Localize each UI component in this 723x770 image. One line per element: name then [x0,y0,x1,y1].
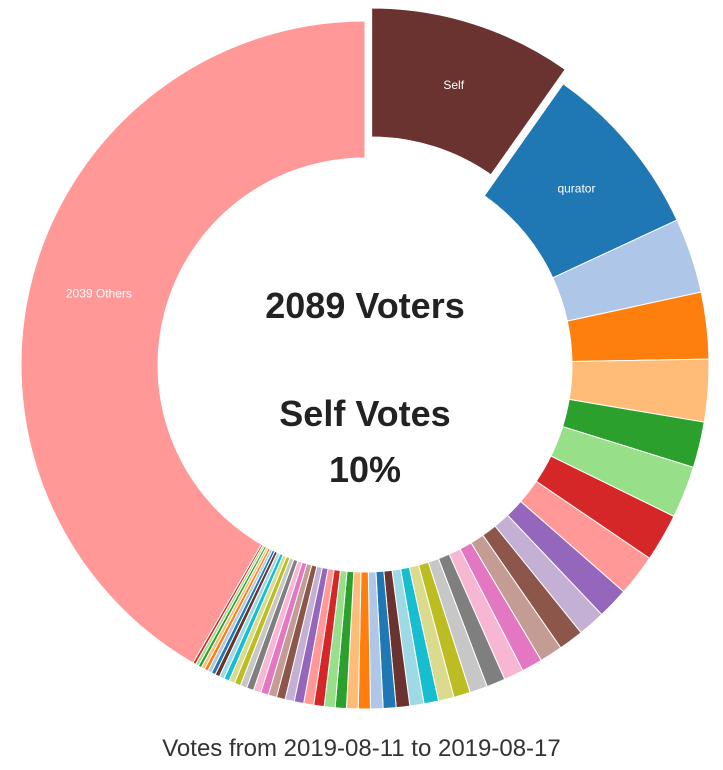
slice-2039-others[interactable] [20,20,366,664]
slice-label-self: Self [443,78,464,92]
slice-label-qurator: qurator [557,181,595,195]
donut-slices [20,7,710,710]
voters-count-text: 2089 Voters [265,285,464,326]
slice-label-2039-others: 2039 Others [66,287,132,301]
slice-labels: Self qurator 2039 Others [66,78,596,300]
self-votes-percent: 10% [329,449,401,490]
date-range-caption: Votes from 2019-08-11 to 2019-08-17 [162,735,561,762]
self-votes-label: Self Votes [279,393,450,434]
slice-self[interactable] [371,7,566,176]
